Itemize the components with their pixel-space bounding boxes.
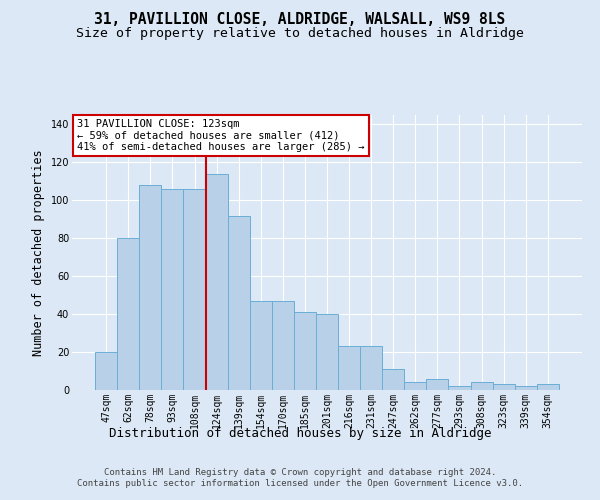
Bar	[206, 174, 227, 390]
Text: 31 PAVILLION CLOSE: 123sqm
← 59% of detached houses are smaller (412)
41% of sem: 31 PAVILLION CLOSE: 123sqm ← 59% of deta…	[77, 119, 365, 152]
Bar	[515, 386, 537, 390]
Bar	[493, 384, 515, 390]
Bar	[470, 382, 493, 390]
Bar	[227, 216, 250, 390]
Text: Size of property relative to detached houses in Aldridge: Size of property relative to detached ho…	[76, 28, 524, 40]
Text: Distribution of detached houses by size in Aldridge: Distribution of detached houses by size …	[109, 428, 491, 440]
Y-axis label: Number of detached properties: Number of detached properties	[32, 149, 45, 356]
Bar	[161, 189, 184, 390]
Bar	[360, 346, 382, 390]
Bar	[272, 301, 294, 390]
Bar	[117, 238, 139, 390]
Bar	[382, 369, 404, 390]
Bar	[537, 384, 559, 390]
Bar	[95, 352, 117, 390]
Bar	[404, 382, 427, 390]
Bar	[139, 185, 161, 390]
Bar	[184, 189, 206, 390]
Text: 31, PAVILLION CLOSE, ALDRIDGE, WALSALL, WS9 8LS: 31, PAVILLION CLOSE, ALDRIDGE, WALSALL, …	[94, 12, 506, 28]
Bar	[338, 346, 360, 390]
Bar	[448, 386, 470, 390]
Bar	[316, 314, 338, 390]
Bar	[294, 312, 316, 390]
Text: Contains HM Land Registry data © Crown copyright and database right 2024.
Contai: Contains HM Land Registry data © Crown c…	[77, 468, 523, 487]
Bar	[427, 378, 448, 390]
Bar	[250, 301, 272, 390]
